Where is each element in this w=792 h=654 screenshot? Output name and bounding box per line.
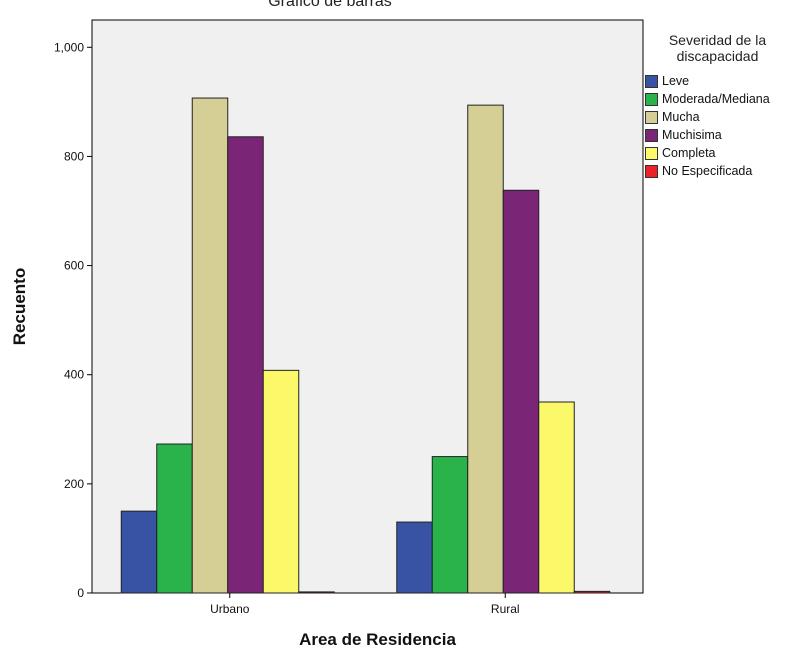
y-tick-label: 600 — [64, 259, 84, 273]
bar-muchisima-rural — [502, 189, 540, 594]
y-tick-label: 1,000 — [54, 40, 84, 54]
chart-title: Gráfico de barras — [268, 0, 392, 10]
legend-swatch — [645, 128, 658, 142]
legend-item: Mucha — [645, 108, 790, 126]
y-tick-label: 800 — [64, 149, 84, 163]
legend-item: Muchisima — [645, 126, 790, 144]
bar-mucha-rural — [467, 104, 504, 594]
legend-swatch — [645, 110, 658, 124]
bar-mucha-urbano — [191, 97, 229, 594]
bar-muchisima-urbano — [227, 136, 264, 594]
y-axis-label: Recuento — [10, 268, 29, 345]
y-tick-label: 200 — [64, 477, 84, 491]
bar-no-especificada-rural — [573, 590, 611, 594]
bar-moderada-mediana-urbano — [156, 443, 193, 594]
legend-item: No Especificada — [645, 162, 790, 180]
y-tick-label: 400 — [64, 368, 84, 382]
legend-item: Moderada/Mediana — [645, 90, 790, 108]
legend-label: Moderada/Mediana — [662, 92, 770, 106]
legend-title: Severidad de la discapacidad — [668, 32, 767, 64]
legend-swatch — [645, 74, 658, 88]
y-tick-label: 0 — [77, 586, 84, 600]
legend-swatch — [645, 164, 658, 178]
x-axis-label: Area de Residencia — [299, 630, 456, 649]
legend: Severidad de la discapacidad Leve Moderad… — [645, 32, 790, 180]
legend-swatch — [645, 146, 658, 160]
legend-item: Leve — [645, 72, 790, 90]
legend-label: Completa — [662, 146, 716, 160]
x-tick-label: Urbano — [210, 602, 250, 616]
legend-label: Mucha — [662, 110, 700, 124]
legend-label: Leve — [662, 74, 690, 88]
bar-leve-rural — [396, 521, 433, 594]
bar-no-especificada-urbano — [298, 591, 335, 594]
bar-leve-urbano — [120, 510, 158, 594]
bar-completa-urbano — [262, 369, 300, 594]
legend-item: Completa — [645, 144, 790, 162]
legend-label: Muchisima — [662, 128, 722, 142]
legend-items: Leve Moderada/Mediana Mucha Muchisima Comple… — [645, 72, 790, 180]
bar-moderada-mediana-rural — [431, 456, 469, 594]
x-tick-label: Rural — [491, 602, 520, 616]
legend-swatch — [645, 92, 658, 106]
legend-label: No Especificada — [662, 164, 753, 178]
bar-completa-rural — [538, 401, 575, 594]
